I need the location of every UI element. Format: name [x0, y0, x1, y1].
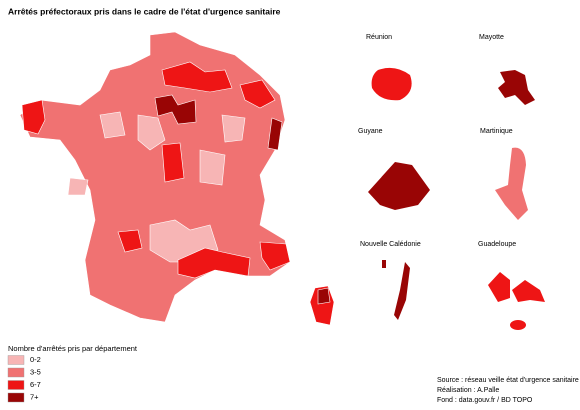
department [21, 99, 46, 135]
legend-label: 3-5 [30, 367, 41, 376]
department [267, 117, 283, 151]
legend-swatch [7, 355, 25, 365]
department [99, 111, 126, 139]
department [199, 149, 226, 186]
map-title: Arrêtés préfectoraux pris dans le cadre … [8, 6, 281, 16]
region-label: Martinique [480, 128, 513, 135]
department [259, 241, 291, 271]
credits: Source : réseau veille état d'urgence sa… [437, 377, 579, 404]
department [239, 79, 276, 109]
credit-line: Réalisation : A.Palle [437, 387, 499, 394]
department [177, 247, 251, 279]
island [382, 260, 386, 268]
region-label: Guyane [358, 128, 383, 135]
department [67, 177, 89, 196]
corse-nord [317, 287, 331, 305]
legend-swatch [7, 367, 25, 378]
department [117, 229, 143, 253]
legend: 0-2 3-5 6-7 7+ [7, 355, 41, 403]
nouvelle-caledonie [394, 262, 410, 320]
legend-label: 7+ [30, 392, 39, 401]
legend-swatch [7, 380, 25, 390]
department [161, 142, 185, 183]
department [154, 94, 197, 125]
region-label: Mayotte [479, 34, 504, 41]
legend-swatch [7, 392, 25, 403]
region-label: Guadeloupe [478, 241, 516, 248]
credit-line: Source : réseau veille état d'urgence sa… [437, 377, 579, 384]
mayotte [498, 70, 535, 105]
overseas: Réunion Mayotte Guyane Martinique Nouvel… [358, 34, 545, 330]
guyane [368, 162, 430, 210]
island [510, 320, 526, 330]
credit-line: Fond : data.gouv.fr / BD TOPO [437, 397, 533, 404]
guadeloupe [488, 272, 545, 302]
department [137, 114, 166, 151]
metropole [19, 31, 291, 323]
legend-label: 6-7 [30, 380, 41, 389]
france-map [19, 31, 335, 326]
reunion [371, 67, 412, 101]
department [221, 114, 246, 143]
legend-title: Nombre d'arrêtés pris par département [8, 344, 138, 353]
legend-label: 0-2 [30, 355, 41, 364]
region-label: Nouvelle Calédonie [360, 241, 421, 248]
department [161, 61, 233, 93]
region-label: Réunion [366, 34, 392, 41]
martinique [495, 147, 528, 220]
